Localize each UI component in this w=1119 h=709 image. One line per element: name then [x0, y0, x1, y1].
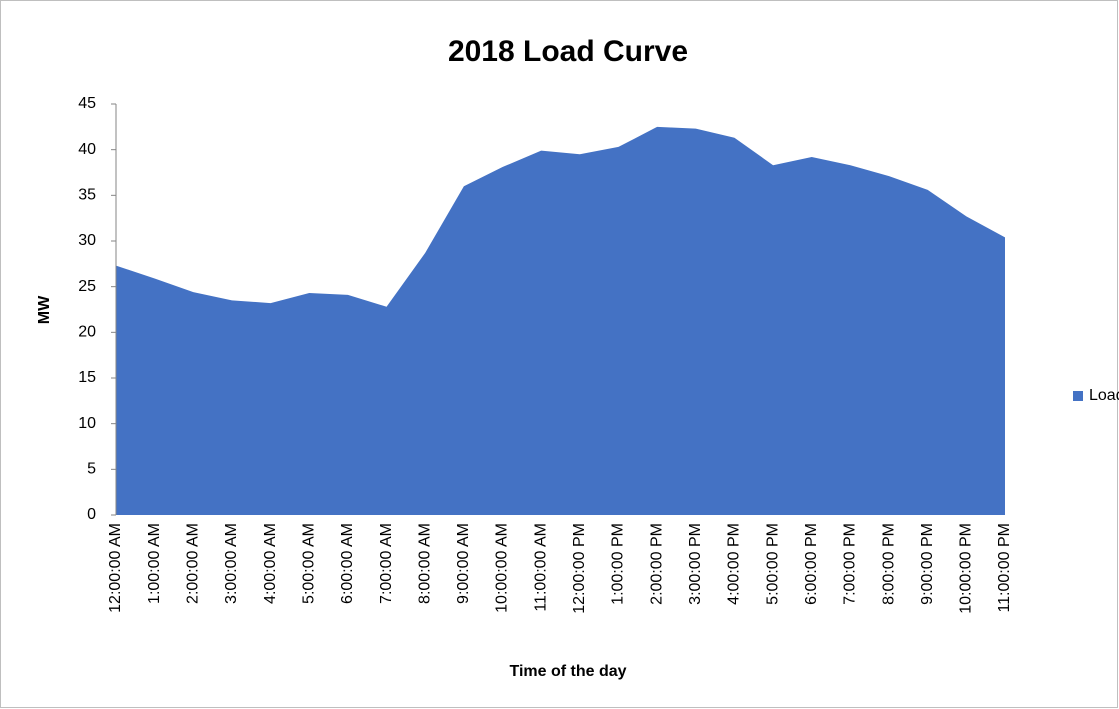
x-tick-label: 12:00:00 PM [571, 523, 588, 614]
y-tick-label: 5 [87, 461, 96, 478]
x-tick-label: 6:00:00 PM [803, 523, 820, 605]
x-tick-label: 9:00:00 PM [919, 523, 936, 605]
x-tick-label: 5:00:00 PM [764, 523, 781, 605]
x-tick-label: 11:00:00 PM [996, 523, 1013, 613]
x-tick-label: 9:00:00 AM [455, 523, 472, 604]
y-tick-label: 40 [78, 141, 96, 158]
y-tick-label: 45 [78, 95, 96, 112]
x-tick-label: 10:00:00 PM [958, 523, 975, 614]
x-tick-label: 4:00:00 AM [262, 523, 279, 604]
x-tick-label: 5:00:00 AM [300, 523, 317, 604]
x-tick-label: 3:00:00 PM [687, 523, 704, 605]
x-axis-title: Time of the day [509, 663, 626, 680]
x-tick-label: 4:00:00 PM [726, 523, 743, 605]
chart-title: 2018 Load Curve [448, 35, 688, 68]
x-tick-label: 3:00:00 AM [223, 523, 240, 604]
legend-swatch [1073, 391, 1083, 401]
x-tick-label: 2:00:00 PM [648, 523, 665, 605]
area [116, 126, 1005, 515]
x-tick-label: 11:00:00 AM [532, 523, 549, 612]
x-tick-label: 1:00:00 AM [146, 523, 163, 604]
y-tick-label: 30 [78, 232, 96, 249]
x-tick-label: 10:00:00 AM [494, 523, 511, 613]
x-tick-label: 8:00:00 AM [416, 523, 433, 604]
x-tick-label: 12:00:00 AM [107, 523, 124, 613]
y-tick-label: 15 [78, 369, 96, 386]
x-tick-label: 1:00:00 PM [610, 523, 627, 605]
y-tick-label: 25 [78, 278, 96, 295]
x-tick-label: 6:00:00 AM [339, 523, 356, 604]
y-tick-label: 20 [78, 324, 96, 341]
y-tick-label: 35 [78, 187, 96, 204]
x-tick-label: 7:00:00 AM [378, 523, 395, 604]
y-tick-label: 10 [78, 415, 96, 432]
x-tick-label: 7:00:00 PM [842, 523, 859, 605]
x-tick-label: 2:00:00 AM [185, 523, 202, 604]
y-axis-title: MW [36, 295, 53, 324]
y-tick-label: 0 [87, 506, 96, 523]
legend-label: Load [1089, 387, 1119, 404]
x-tick-label: 8:00:00 PM [880, 523, 897, 605]
